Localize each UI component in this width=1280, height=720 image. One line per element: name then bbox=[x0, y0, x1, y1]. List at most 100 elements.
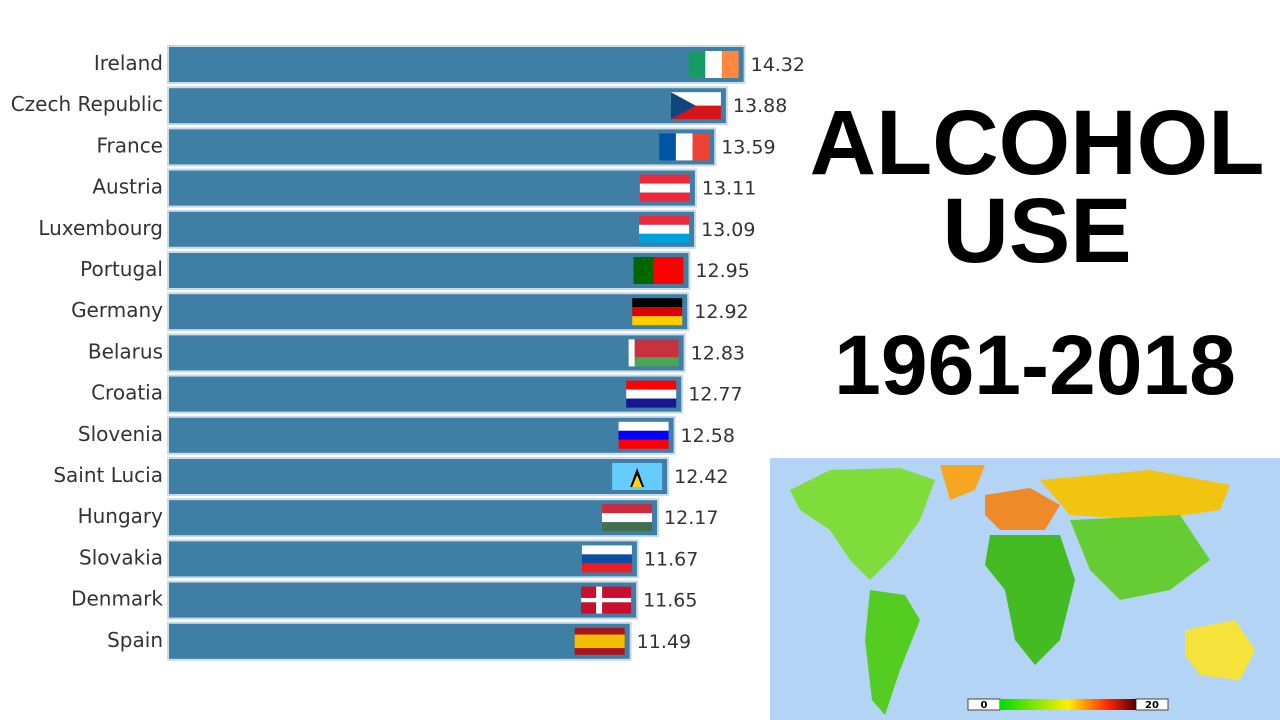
chart-subtitle: 1961-2018 bbox=[834, 318, 1236, 412]
value-label: 13.88 bbox=[733, 95, 787, 117]
map-land bbox=[1040, 470, 1230, 520]
flag-part bbox=[639, 183, 690, 193]
value-label: 14.32 bbox=[751, 54, 805, 76]
value-label: 11.49 bbox=[637, 631, 691, 653]
bar bbox=[167, 127, 717, 167]
flag-part bbox=[639, 224, 690, 234]
flag-part bbox=[633, 257, 654, 284]
flag-part bbox=[581, 597, 632, 603]
flag bbox=[628, 339, 679, 367]
flag-part bbox=[574, 634, 625, 649]
flag-part bbox=[721, 51, 739, 78]
y-tick-label: Slovakia bbox=[79, 545, 163, 569]
bar bbox=[167, 539, 639, 579]
flag-part bbox=[639, 215, 690, 225]
bar bbox=[167, 498, 660, 538]
chart-title: ALCOHOL USE bbox=[810, 92, 1265, 282]
y-tick-label: Croatia bbox=[91, 381, 163, 405]
flag bbox=[633, 257, 684, 284]
value-label: 13.11 bbox=[702, 178, 756, 200]
value-label: 12.95 bbox=[695, 260, 749, 282]
flag-part bbox=[639, 233, 690, 243]
bar bbox=[167, 292, 690, 332]
bar bbox=[167, 168, 697, 208]
legend-label: 0 bbox=[981, 700, 988, 711]
flag-part bbox=[581, 545, 632, 555]
flag-part bbox=[632, 298, 683, 308]
flag-part bbox=[581, 554, 632, 564]
bar bbox=[167, 251, 691, 290]
flag-part bbox=[618, 430, 669, 440]
world-map bbox=[770, 458, 1280, 720]
y-tick-label: Saint Lucia bbox=[53, 463, 163, 487]
y-tick-label: Austria bbox=[92, 175, 163, 199]
flag-part bbox=[602, 522, 653, 532]
flag bbox=[581, 586, 632, 614]
legend-gradient bbox=[1000, 699, 1136, 710]
map-land bbox=[1070, 515, 1210, 600]
flag-part bbox=[628, 339, 679, 358]
y-tick-label: Portugal bbox=[80, 257, 163, 281]
flag-part bbox=[692, 133, 710, 161]
flag-part bbox=[628, 339, 635, 367]
value-label: 11.65 bbox=[643, 590, 697, 612]
bar bbox=[167, 209, 697, 249]
map-land bbox=[985, 488, 1060, 530]
y-tick-label: Czech Republic bbox=[11, 92, 163, 116]
value-label: 12.77 bbox=[688, 384, 742, 406]
flag-part bbox=[602, 513, 653, 523]
flag-part bbox=[675, 133, 693, 161]
value-label: 12.42 bbox=[674, 466, 728, 488]
value-label: 12.58 bbox=[681, 425, 735, 447]
bar bbox=[167, 45, 746, 84]
bar bbox=[167, 86, 728, 126]
y-tick-label: Denmark bbox=[71, 587, 163, 611]
legend-label: 20 bbox=[1145, 700, 1159, 711]
y-tick-label: Hungary bbox=[78, 504, 164, 528]
flag bbox=[659, 133, 710, 161]
map-land bbox=[790, 468, 935, 580]
flag-part bbox=[659, 133, 676, 161]
y-tick-label: Spain bbox=[107, 628, 163, 652]
flag bbox=[602, 504, 653, 532]
value-label: 11.67 bbox=[644, 548, 698, 570]
flag bbox=[639, 215, 690, 243]
flag-part bbox=[632, 307, 683, 317]
flag bbox=[670, 92, 721, 120]
flag-part bbox=[581, 563, 632, 573]
value-label: 13.09 bbox=[701, 219, 755, 241]
bar bbox=[167, 580, 639, 620]
y-tick-label: Germany bbox=[71, 298, 163, 322]
map-land bbox=[865, 590, 920, 715]
flag-part bbox=[626, 380, 677, 390]
flag bbox=[612, 463, 663, 490]
flag-part bbox=[632, 316, 683, 326]
bar bbox=[167, 621, 632, 661]
flag-part bbox=[688, 51, 706, 78]
flag-part bbox=[639, 174, 690, 184]
flag-part bbox=[653, 257, 684, 284]
flag bbox=[626, 380, 677, 408]
flag bbox=[574, 627, 625, 655]
bar bbox=[167, 415, 676, 455]
flag bbox=[639, 174, 690, 202]
flag-part bbox=[670, 92, 696, 120]
value-label: 13.59 bbox=[721, 136, 775, 158]
flag-part bbox=[632, 475, 643, 487]
flag bbox=[581, 545, 632, 573]
bar bbox=[167, 457, 670, 496]
y-tick-label: Belarus bbox=[88, 339, 163, 363]
flag-part bbox=[628, 357, 679, 367]
flag bbox=[618, 421, 669, 449]
y-tick-label: France bbox=[96, 133, 163, 157]
flag-part bbox=[705, 51, 722, 78]
map-land bbox=[985, 535, 1075, 665]
flag bbox=[688, 51, 739, 78]
value-label: 12.17 bbox=[664, 507, 718, 529]
value-label: 12.92 bbox=[694, 301, 748, 323]
flag-part bbox=[602, 504, 653, 514]
bar bbox=[167, 333, 686, 373]
map-land bbox=[940, 465, 985, 500]
flag-part bbox=[618, 439, 669, 449]
